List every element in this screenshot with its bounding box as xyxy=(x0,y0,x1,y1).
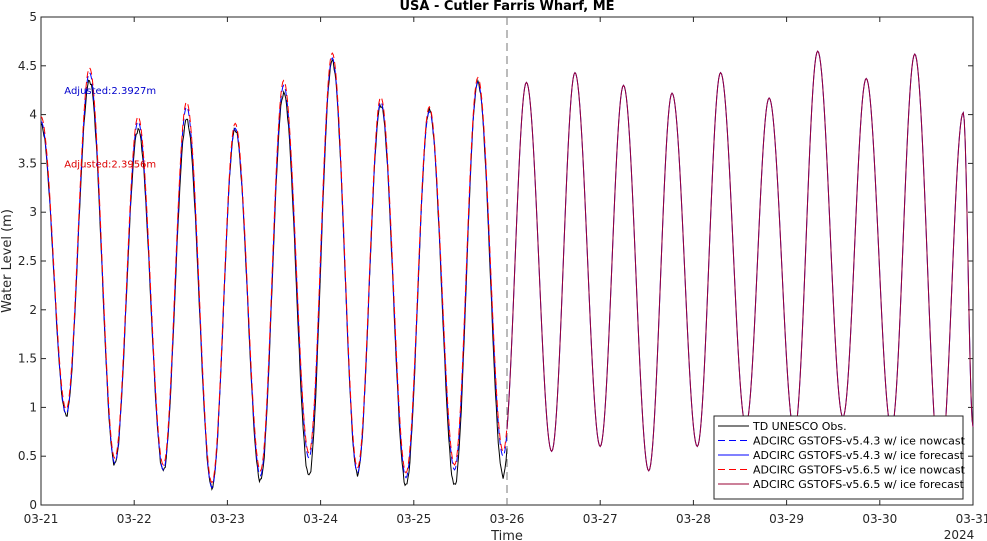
x-tick-label: 03-23 xyxy=(210,512,245,526)
chart-title: USA - Cutler Farris Wharf, ME xyxy=(399,0,614,14)
y-tick-label: 0 xyxy=(29,498,37,512)
series-line-1 xyxy=(40,57,508,489)
plot-area: 0 0.5 1 1.5 2 2.5 3 3.5 4 4.5 5 03-21 03-22 03-23 03-2… xyxy=(18,10,987,526)
series-line-4 xyxy=(506,50,974,472)
x-tick-label: 03-26 xyxy=(490,512,525,526)
annotation-label: Adjusted:2.3927m xyxy=(64,86,156,97)
legend-label: ADCIRC GSTOFS-v5.6.5 w/ ice forecast xyxy=(753,478,965,491)
y-axis-label: Water Level (m) xyxy=(0,209,15,313)
x-tick-label: 03-27 xyxy=(583,512,618,526)
annotation-label: Adjusted:2.3956m xyxy=(64,159,156,170)
x-tick-label: 03-30 xyxy=(862,512,897,526)
y-tick-label: 0.5 xyxy=(18,449,37,463)
legend-label: ADCIRC GSTOFS-v5.4.3 w/ ice forecast xyxy=(753,449,965,462)
y-tick-label: 2 xyxy=(29,303,37,317)
y-tick-label: 2.5 xyxy=(18,254,37,268)
y-tick-label: 3.5 xyxy=(18,156,37,170)
x-tick-label: 03-24 xyxy=(303,512,338,526)
x-tick-label: 03-29 xyxy=(769,512,804,526)
legend-label: TD UNESCO Obs. xyxy=(752,420,847,433)
legend-box xyxy=(713,415,964,500)
legend-label: ADCIRC GSTOFS-v5.6.5 w/ ice nowcast xyxy=(753,464,966,477)
y-tick-label: 4 xyxy=(29,108,37,122)
y-tick-label: 4.5 xyxy=(18,59,37,73)
legend-label: ADCIRC GSTOFS-v5.4.3 w/ ice nowcast xyxy=(753,435,966,448)
legend: TD UNESCO Obs. ADCIRC GSTOFS-v5.4.3 w/ ic… xyxy=(713,415,966,500)
y-tick-label: 5 xyxy=(29,10,37,24)
y-tick-label: 1.5 xyxy=(18,352,37,366)
year-label: 2024 xyxy=(944,528,975,541)
x-tick-label: 03-25 xyxy=(396,512,431,526)
series-line-3 xyxy=(40,52,508,484)
y-tick-label: 3 xyxy=(29,205,37,219)
x-tick-label: 03-31 xyxy=(956,512,987,526)
x-axis-label: Time xyxy=(490,529,523,541)
y-tick-label: 1 xyxy=(29,400,37,414)
x-tick-label: 03-21 xyxy=(24,512,59,526)
x-tick-label: 03-22 xyxy=(117,512,152,526)
x-tick-label: 03-28 xyxy=(676,512,711,526)
